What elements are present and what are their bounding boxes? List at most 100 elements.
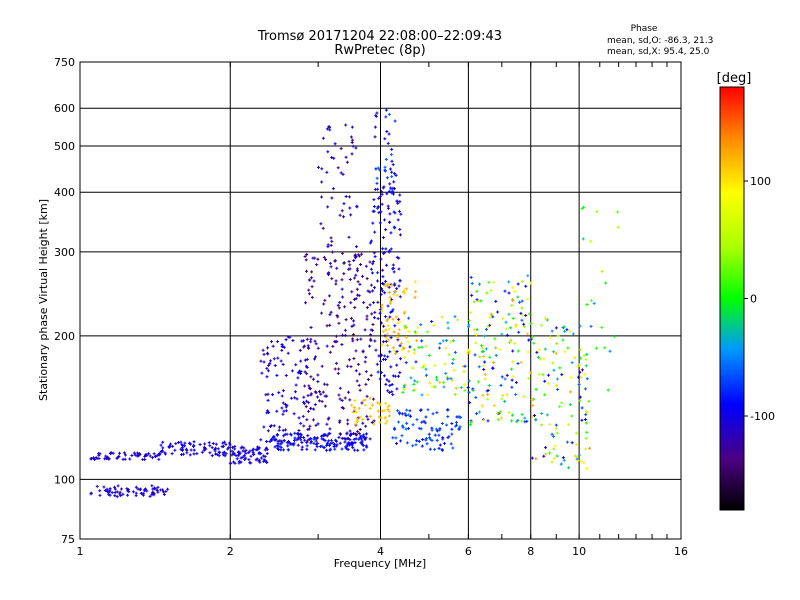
data-point — [403, 324, 407, 328]
data-point — [328, 261, 332, 265]
data-point — [377, 354, 381, 358]
data-point — [402, 355, 406, 359]
data-point — [105, 490, 109, 494]
data-point — [166, 487, 170, 491]
data-point — [316, 165, 320, 169]
data-point — [392, 210, 396, 214]
data-point — [558, 405, 562, 409]
data-point — [379, 321, 383, 325]
data-point — [394, 289, 398, 293]
data-point — [281, 344, 285, 348]
data-point — [365, 317, 369, 321]
data-point — [319, 434, 323, 438]
data-point — [380, 343, 384, 347]
data-point — [507, 410, 511, 414]
data-point — [275, 444, 279, 448]
data-point — [119, 487, 123, 491]
data-point — [365, 306, 369, 310]
data-point — [484, 347, 488, 351]
data-point — [405, 441, 409, 445]
data-point — [545, 318, 549, 322]
data-point — [352, 323, 356, 327]
data-point — [474, 333, 478, 337]
data-point — [279, 359, 283, 363]
data-point — [334, 439, 338, 443]
data-point — [489, 312, 493, 316]
data-point — [307, 401, 311, 405]
data-point — [354, 349, 358, 353]
data-point — [271, 393, 275, 397]
data-point — [313, 403, 317, 407]
data-point — [376, 279, 380, 283]
data-point — [262, 454, 266, 458]
data-point — [343, 396, 347, 400]
data-point — [251, 448, 255, 452]
data-point — [344, 446, 348, 450]
data-point — [486, 388, 490, 392]
data-point — [352, 437, 356, 441]
data-point — [264, 460, 268, 464]
data-point — [281, 389, 285, 393]
data-point — [395, 293, 399, 297]
data-point — [415, 439, 419, 443]
data-point — [322, 446, 326, 450]
data-point — [346, 390, 350, 394]
data-point — [396, 409, 400, 413]
data-point — [559, 401, 563, 405]
data-point — [305, 447, 309, 451]
data-point — [511, 286, 515, 290]
data-point — [600, 269, 604, 273]
data-point — [376, 300, 380, 304]
data-point — [438, 380, 442, 384]
data-point — [179, 447, 183, 451]
data-point — [281, 362, 285, 366]
data-point — [363, 328, 367, 332]
data-point — [379, 293, 383, 297]
data-point — [543, 379, 547, 383]
data-point — [378, 377, 382, 381]
data-point — [584, 364, 588, 368]
data-point — [110, 491, 114, 495]
data-point — [326, 243, 330, 247]
data-point — [392, 270, 396, 274]
data-point — [390, 159, 394, 163]
data-point — [310, 270, 314, 274]
data-point — [239, 460, 243, 464]
data-point — [417, 345, 421, 349]
data-point — [89, 457, 93, 461]
data-point — [313, 448, 317, 452]
data-point — [292, 438, 296, 442]
data-point — [408, 409, 412, 413]
data-point — [393, 283, 397, 287]
data-point — [216, 447, 220, 451]
data-point — [382, 374, 386, 378]
data-point — [151, 487, 155, 491]
data-point — [357, 432, 361, 436]
data-point — [383, 218, 387, 222]
data-point — [359, 437, 363, 441]
data-point — [412, 351, 416, 355]
data-point — [570, 361, 574, 365]
data-point — [492, 404, 496, 408]
data-point — [147, 452, 151, 456]
data-point — [188, 441, 192, 445]
data-point — [417, 426, 421, 430]
data-point — [295, 397, 299, 401]
data-point — [301, 414, 305, 418]
data-point — [391, 192, 395, 196]
data-point — [328, 128, 332, 132]
data-point — [305, 418, 309, 422]
data-point — [273, 445, 277, 449]
data-point — [395, 350, 399, 354]
data-point — [393, 226, 397, 230]
data-point — [393, 119, 397, 123]
data-point — [302, 435, 306, 439]
data-point — [396, 218, 400, 222]
data-point — [320, 444, 324, 448]
data-point — [576, 459, 580, 463]
data-point — [560, 373, 564, 377]
data-point — [299, 421, 303, 425]
data-point — [307, 386, 311, 390]
data-point — [545, 413, 549, 417]
data-point — [268, 440, 272, 444]
